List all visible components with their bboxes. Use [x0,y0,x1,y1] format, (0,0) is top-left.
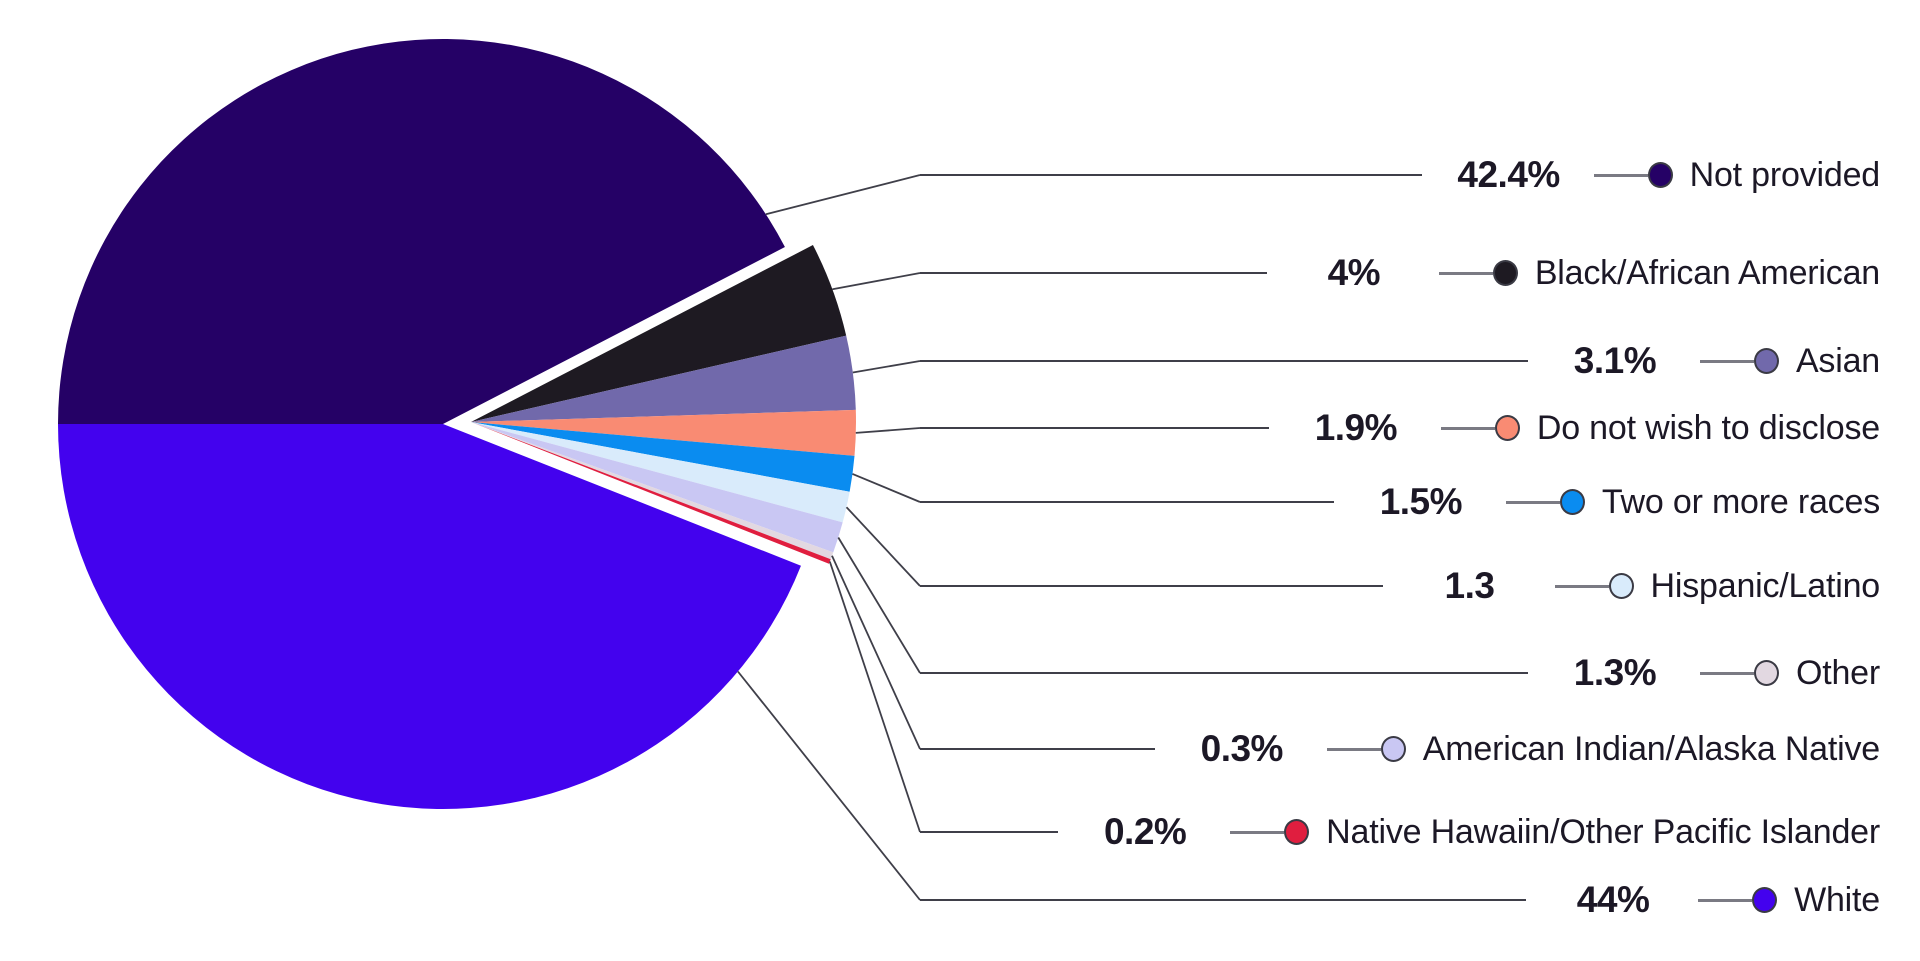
legend-value: 42.4% [1457,154,1560,195]
leader-line-horizontal [920,174,1422,176]
legend-row-white: 44% White [920,878,1880,922]
legend-dot [1752,887,1778,913]
legend-value: 1.9% [1314,407,1398,448]
leader-line-two-or-more-races [852,473,921,503]
leader-line-horizontal [920,360,1528,362]
legend-label: Native Hawaiin/Other Pacific Islander [1326,812,1880,851]
legend-row-hispanic-latino: 1.3 Hispanic/Latino [920,564,1880,608]
legend-label: Asian [1795,341,1880,380]
leader-line-white [737,670,921,901]
pie-slice-two-or-more-races [471,422,855,492]
legend-dot [1284,819,1310,845]
legend-row-not-provided: 42.4% Not provided [920,153,1880,197]
leader-line-horizontal [920,501,1334,503]
legend-label: Two or more races [1601,482,1880,521]
leader-line-horizontal [920,831,1059,833]
legend-label: Do not wish to disclose [1536,408,1880,447]
leader-line-horizontal [920,585,1383,587]
legend-value: 0.3% [1200,728,1284,769]
legend-row-asian: 3.1% Asian [920,339,1880,383]
leader-line-black-african-american [832,272,921,291]
legend-label: American Indian/Alaska Native [1422,729,1880,768]
legend-label: White [1794,880,1880,919]
legend-dot [1647,162,1673,188]
legend-connector-line [1554,584,1609,588]
legend-label: Hispanic/Latino [1650,566,1881,605]
legend-row-american-indian-alaska-native: 0.3% American Indian/Alaska Native [920,727,1880,771]
legend-row-native-hawaiin-other-pacific-islander: 0.2% Native Hawaiin/Other Pacific Islande… [920,810,1880,854]
legend-label: Black/African American [1534,253,1880,292]
pie-slice-white [58,424,801,809]
legend-value: 1.5% [1379,481,1463,522]
pie-slice-asian [471,335,856,422]
legend-dot [1559,489,1585,515]
leader-line-horizontal [920,427,1269,429]
leader-line-hispanic-latino [845,506,921,587]
legend-dot [1380,736,1406,762]
legend-value: 44% [1576,879,1650,920]
legend-row-do-not-wish-to-disclose: 1.9% Do not wish to disclose [920,406,1880,450]
legend-connector-line [1438,271,1493,275]
legend-connector-line [1699,359,1754,363]
pie-slice-not-provided [58,39,785,424]
leader-line-horizontal [920,272,1267,274]
legend-value: 3.1% [1573,340,1657,381]
legend-dot [1608,573,1634,599]
legend-row-other: 1.3% Other [920,651,1880,695]
leader-line-other [837,537,921,674]
legend-connector-line [1505,500,1560,504]
legend-dot [1492,260,1518,286]
legend-dot [1494,415,1520,441]
legend-dot [1753,348,1779,374]
legend-value: 0.2% [1103,811,1187,852]
legend-connector-line [1440,426,1495,430]
pie-slice-native-hawaiin-other-pacific-islander [471,422,831,564]
legend-row-two-or-more-races: 1.5% Two or more races [920,480,1880,524]
pie-slice-other [471,422,843,553]
legend-connector-line [1698,898,1753,902]
leader-line-horizontal [920,748,1155,750]
legend-value: 1.3% [1573,652,1657,693]
leader-line-native-hawaiin-other-pacific-islander [828,561,921,833]
legend-label: Other [1795,653,1880,692]
legend-connector-line [1699,671,1754,675]
leader-line-not-provided [765,174,921,216]
legend-connector-line [1230,830,1285,834]
legend-value: 1.3 [1444,565,1495,606]
leader-line-american-indian-alaska-native [831,555,921,750]
legend-value: 4% [1327,252,1381,293]
legend-row-black-african-american: 4% Black/African American [920,251,1880,295]
pie-slice-do-not-wish-to-disclose [471,409,856,456]
pie-slice-american-indian-alaska-native [471,422,834,560]
pie-slice-black-african-american [471,245,847,422]
legend-label: Not provided [1689,155,1881,194]
legend-connector-line [1593,173,1648,177]
pie-slice-hispanic-latino [471,422,850,523]
legend-connector-line [1326,747,1381,751]
leader-line-do-not-wish-to-disclose [855,427,921,434]
leader-line-horizontal [920,672,1528,674]
leader-line-asian [852,360,921,374]
leader-line-horizontal [920,899,1527,901]
legend-dot [1753,660,1779,686]
